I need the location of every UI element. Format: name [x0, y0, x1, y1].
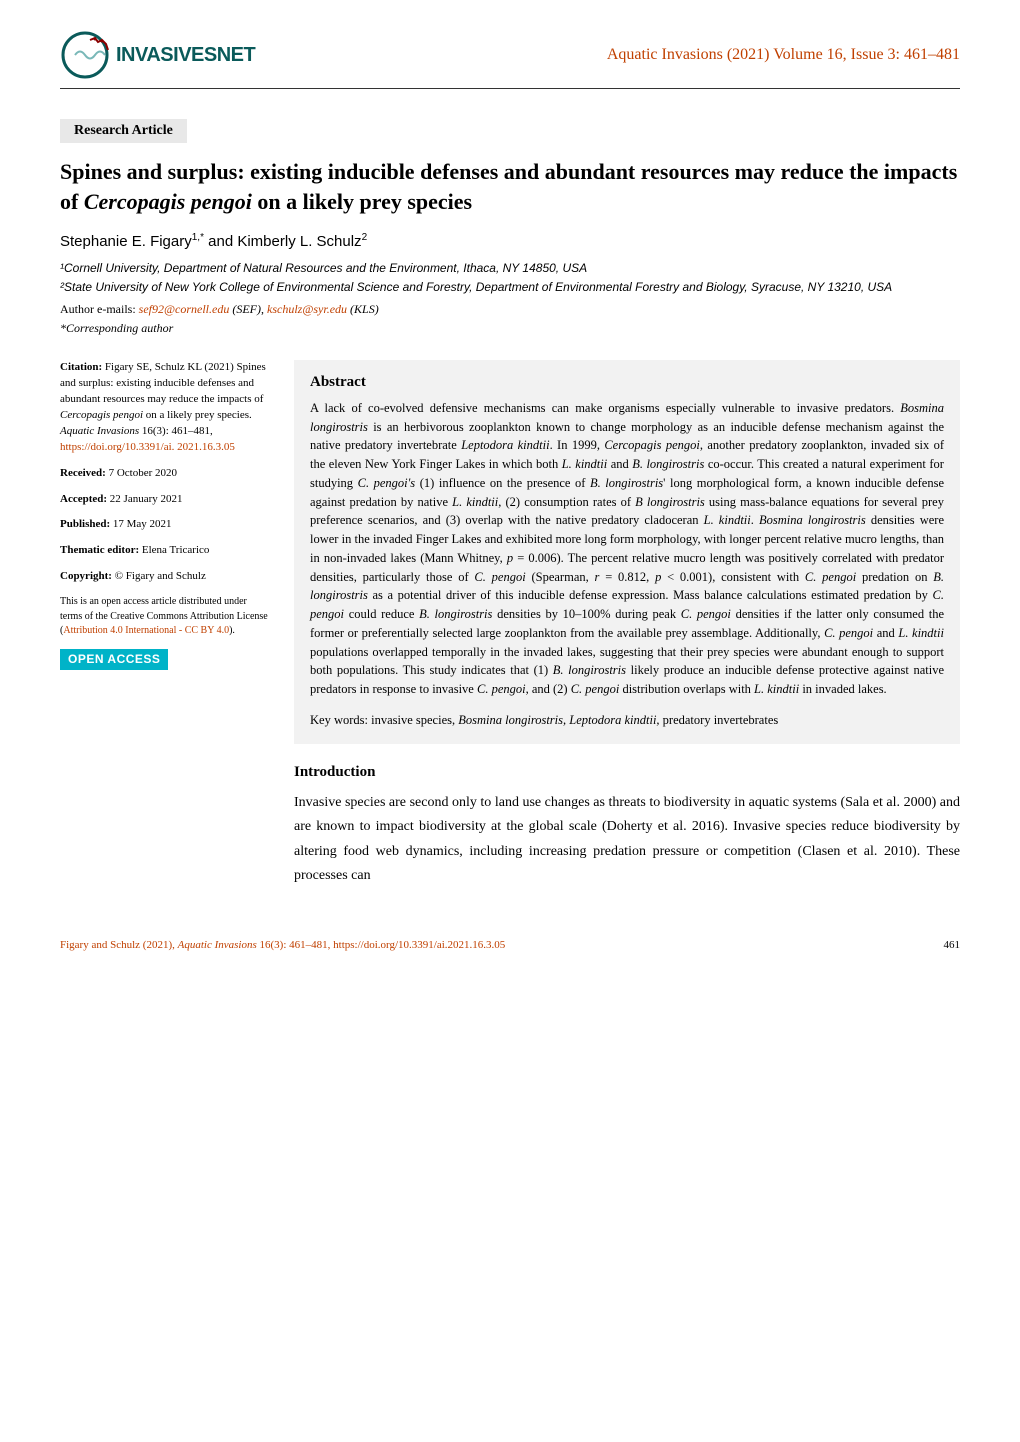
sidebar-metadata: Citation: Figary SE, Schulz KL (2021) Sp…: [60, 360, 270, 889]
abstract-text: A lack of co-evolved defensive mechanism…: [310, 399, 944, 699]
copyright-notice: Copyright: © Figary and Schulz: [60, 569, 270, 585]
article-type-badge: Research Article: [60, 119, 187, 143]
affiliation: ¹Cornell University, Department of Natur…: [60, 260, 960, 277]
affiliations-block: ¹Cornell University, Department of Natur…: [60, 260, 960, 296]
page-footer: Figary and Schulz (2021), Aquatic Invasi…: [60, 939, 960, 951]
published-date: Published: 17 May 2021: [60, 517, 270, 533]
authors: Stephanie E. Figary1,* and Kimberly L. S…: [60, 232, 960, 250]
section-heading-introduction: Introduction: [294, 764, 960, 781]
journal-citation: Aquatic Invasions (2021) Volume 16, Issu…: [607, 46, 960, 64]
keywords: Key words: invasive species, Bosmina lon…: [310, 711, 944, 730]
main-content: Citation: Figary SE, Schulz KL (2021) Sp…: [60, 360, 960, 889]
author-emails: Author e-mails: sef92@cornell.edu (SEF),…: [60, 302, 960, 317]
introduction-text: Invasive species are second only to land…: [294, 791, 960, 889]
emails-label: Author e-mails:: [60, 302, 139, 316]
affiliation: ²State University of New York College of…: [60, 279, 960, 296]
logo-text: INVASIVESNET: [116, 44, 255, 67]
thematic-editor: Thematic editor: Elena Tricarico: [60, 543, 270, 559]
citation-block: Citation: Figary SE, Schulz KL (2021) Sp…: [60, 360, 270, 456]
abstract-heading: Abstract: [310, 374, 944, 391]
logo-icon: [60, 30, 120, 80]
corresponding-author-note: *Corresponding author: [60, 321, 960, 336]
page-number: 461: [944, 939, 961, 951]
article-body: Abstract A lack of co-evolved defensive …: [294, 360, 960, 889]
accepted-date: Accepted: 22 January 2021: [60, 492, 270, 508]
article-title: Spines and surplus: existing inducible d…: [60, 157, 960, 216]
page-header: INVASIVESNET Aquatic Invasions (2021) Vo…: [60, 30, 960, 89]
received-date: Received: 7 October 2020: [60, 466, 270, 482]
open-access-badge: OPEN ACCESS: [60, 649, 168, 670]
license-notice: This is an open access article distribut…: [60, 595, 270, 639]
publisher-logo: INVASIVESNET: [60, 30, 255, 80]
footer-citation: Figary and Schulz (2021), Aquatic Invasi…: [60, 939, 505, 951]
abstract-box: Abstract A lack of co-evolved defensive …: [294, 360, 960, 744]
emails-values[interactable]: sef92@cornell.edu (SEF), kschulz@syr.edu…: [139, 302, 379, 316]
